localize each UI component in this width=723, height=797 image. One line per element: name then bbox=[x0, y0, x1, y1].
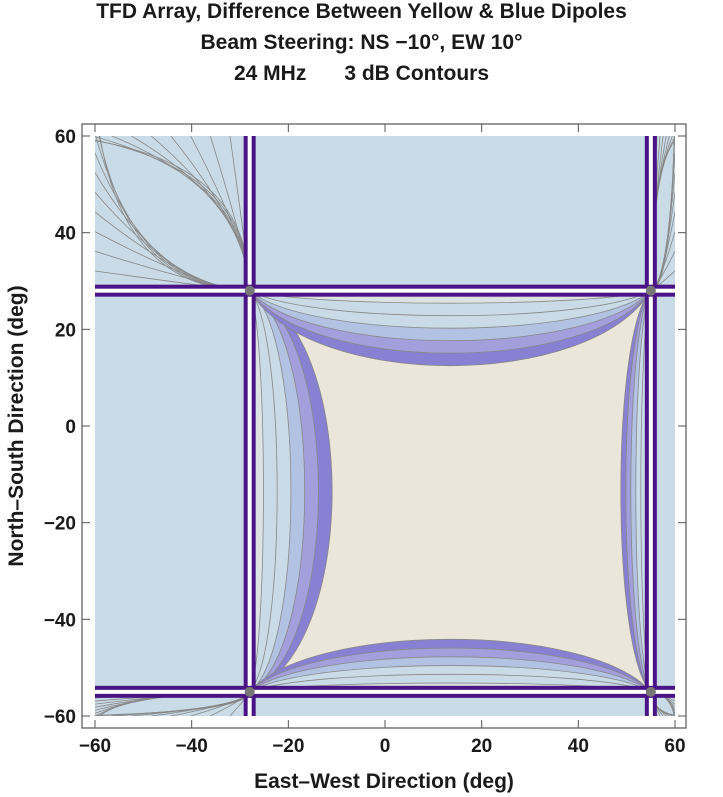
x-axis: −60 −40 −20 0 20 40 60 bbox=[79, 124, 686, 757]
null-intersection bbox=[244, 686, 255, 697]
x-axis-label: East–West Direction (deg) bbox=[254, 770, 514, 793]
y-tick-label: −60 bbox=[44, 707, 76, 728]
x-tick-label: −20 bbox=[272, 736, 304, 757]
x-tick-label: 20 bbox=[471, 736, 492, 757]
null-intersection bbox=[645, 285, 656, 296]
x-tick-label: 40 bbox=[568, 736, 589, 757]
null-intersection bbox=[645, 686, 656, 697]
null-core-vertical bbox=[247, 136, 252, 716]
chart-title-line-2: Beam Steering: NS −10°, EW 10° bbox=[200, 31, 523, 54]
y-axis: −60 −40 −20 0 20 40 60 bbox=[44, 127, 686, 728]
x-tick-label: 0 bbox=[380, 736, 391, 757]
chart-title-line-1: TFD Array, Difference Between Yellow & B… bbox=[96, 0, 627, 23]
frequency-label: 24 MHz bbox=[233, 62, 307, 85]
contour-label: 3 dB Contours bbox=[344, 62, 490, 85]
null-core-horizontal bbox=[95, 288, 675, 293]
y-tick-label: 20 bbox=[55, 320, 76, 341]
x-tick-label: −60 bbox=[79, 736, 111, 757]
y-tick-label: 40 bbox=[55, 224, 76, 245]
null-core-vertical bbox=[648, 136, 653, 716]
chart-title-line-3: 24 MHz 3 dB Contours bbox=[0, 62, 723, 86]
plot-area bbox=[95, 136, 675, 716]
contour-region-top bbox=[95, 136, 675, 291]
y-tick-label: 60 bbox=[55, 127, 76, 148]
y-axis-label: North–South Direction (deg) bbox=[5, 285, 28, 566]
x-tick-label: 60 bbox=[664, 736, 685, 757]
y-tick-label: −40 bbox=[44, 610, 76, 631]
y-tick-label: 0 bbox=[65, 417, 76, 438]
null-core-horizontal bbox=[95, 689, 675, 694]
x-tick-label: −40 bbox=[176, 736, 208, 757]
y-tick-label: −20 bbox=[44, 514, 76, 535]
null-intersection bbox=[244, 285, 255, 296]
